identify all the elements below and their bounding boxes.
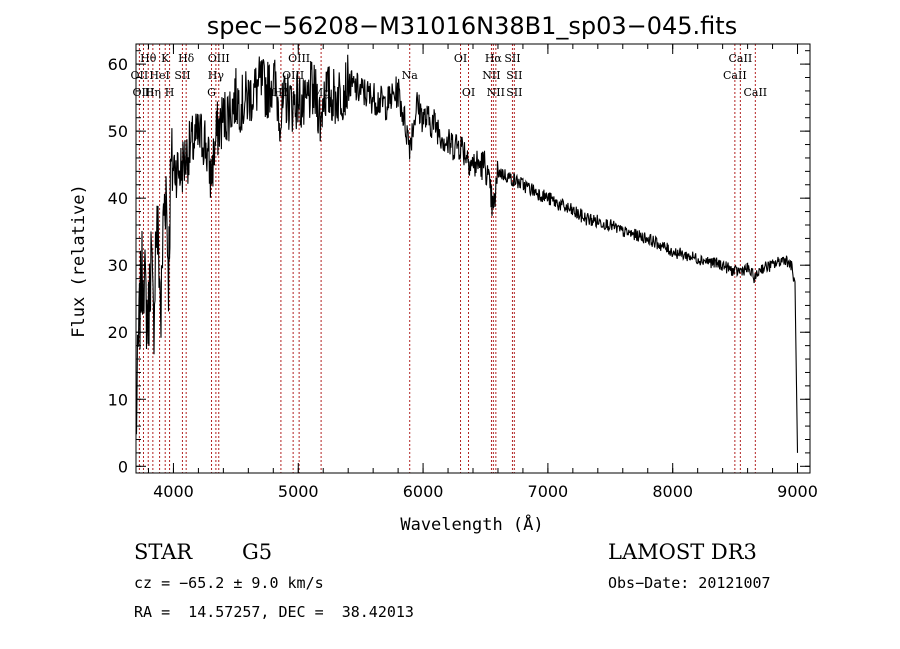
x-tick-label: 6000 bbox=[403, 482, 444, 501]
y-tick-label: 30 bbox=[108, 256, 128, 275]
x-tick-label: 4000 bbox=[153, 482, 194, 501]
x-tick-label: 9000 bbox=[777, 482, 818, 501]
coords-text: RA = 14.57257, DEC = 38.42013 bbox=[134, 603, 414, 621]
line-label: Hγ bbox=[208, 69, 225, 82]
y-axis: 0 10 20 30 40 50 60 bbox=[108, 50, 810, 476]
line-label: OI bbox=[462, 86, 475, 99]
line-label: SII bbox=[504, 52, 520, 65]
line-label: G bbox=[207, 86, 216, 99]
y-axis-label: Flux (relative) bbox=[69, 184, 89, 338]
x-tick-label: 5000 bbox=[278, 482, 319, 501]
line-label: SII bbox=[506, 69, 522, 82]
x-axis-label: Wavelength (Å) bbox=[400, 513, 543, 535]
y-tick-label: 10 bbox=[108, 390, 128, 409]
x-tick-label: 8000 bbox=[652, 482, 693, 501]
line-label: Hθ bbox=[140, 52, 157, 65]
y-tick-label: 40 bbox=[108, 189, 128, 208]
line-label: Hδ bbox=[178, 52, 195, 65]
y-tick-label: 0 bbox=[118, 457, 128, 476]
spectral-line-markers bbox=[138, 44, 756, 473]
flux-series-line bbox=[135, 54, 799, 453]
line-label: NII bbox=[482, 69, 500, 82]
line-label: CaII bbox=[723, 69, 747, 82]
object-subclass: G5 bbox=[242, 540, 273, 564]
x-axis: 4000 5000 6000 7000 8000 9000 bbox=[147, 44, 818, 501]
line-label: SII bbox=[174, 69, 190, 82]
line-label: NII bbox=[487, 86, 505, 99]
chart-title: spec−56208−M31016N38B1_sp03−045.fits bbox=[207, 12, 737, 40]
line-label: OIII bbox=[132, 86, 154, 99]
survey-name: LAMOST DR3 bbox=[608, 540, 757, 564]
y-tick-label: 60 bbox=[108, 55, 128, 74]
line-label: Hη bbox=[145, 86, 161, 99]
y-tick-label: 50 bbox=[108, 122, 128, 141]
line-label: Na bbox=[402, 69, 419, 82]
line-label: SII bbox=[506, 86, 522, 99]
y-tick-label: 20 bbox=[108, 323, 128, 342]
line-label: OII bbox=[131, 69, 149, 82]
line-label: K bbox=[161, 52, 170, 65]
line-label: CaII bbox=[729, 52, 753, 65]
line-label: OIII bbox=[288, 52, 310, 65]
object-class: STAR bbox=[134, 540, 193, 564]
redshift-text: cz = −65.2 ± 9.0 km/s bbox=[134, 574, 324, 592]
x-tick-label: 7000 bbox=[528, 482, 569, 501]
line-label: H bbox=[165, 86, 175, 99]
line-label: Hα bbox=[485, 52, 503, 65]
line-label: OI bbox=[454, 52, 467, 65]
line-label: CaII bbox=[743, 86, 767, 99]
obs-date-text: Obs−Date: 20121007 bbox=[608, 574, 771, 592]
line-label: OIII bbox=[208, 52, 230, 65]
line-label: HeI bbox=[149, 69, 169, 82]
